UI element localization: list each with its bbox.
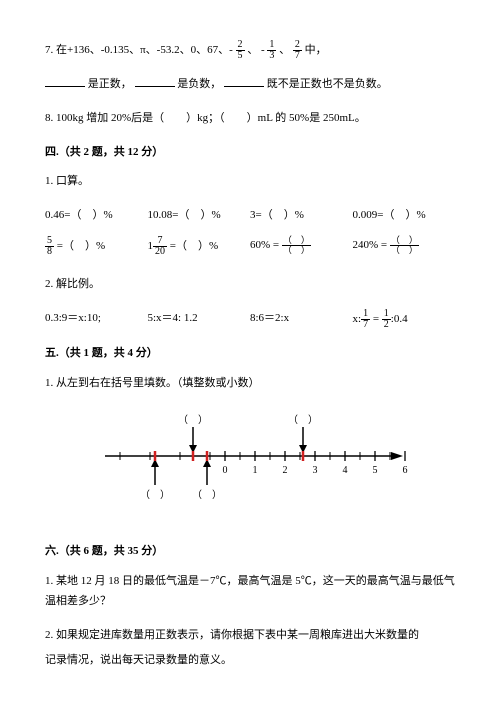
svg-text:3: 3 xyxy=(313,465,318,476)
fraction-5-8: 5 8 xyxy=(45,236,54,257)
paren-fraction[interactable]: （ ） （ ） xyxy=(390,236,419,255)
proportion-grid: 0.3:9＝x:10; 5:x＝4: 1.2 8:6＝2:x x: 1 7 = … xyxy=(45,309,455,330)
s6-q2b: 记录情况，说出每天记录数量的意义。 xyxy=(45,651,455,671)
q7-l2c: 既不是正数也不是负数。 xyxy=(267,78,388,90)
q7-line2: 是正数， 是负数， 既不是正数也不是负数。 xyxy=(45,75,455,95)
pre: 240% = xyxy=(353,239,388,251)
svg-text:0: 0 xyxy=(223,465,228,476)
section-5-head: 五.（共 1 题，共 4 分） xyxy=(45,344,455,364)
svg-text:4: 4 xyxy=(343,465,348,476)
p4-mid: = xyxy=(370,313,382,325)
calc-grid: 0.46=（ ）% 10.08=（ ）% 3=（ ）% 0.009=（ ）% 5… xyxy=(45,206,455,267)
pre: 60% = xyxy=(250,239,279,251)
fraction-2-7: 2 7 xyxy=(293,40,302,61)
calc-cell: 1 7 20 =（ ）% xyxy=(148,236,251,257)
fraction-1-3: 1 3 xyxy=(267,40,276,61)
svg-text:6: 6 xyxy=(403,465,408,476)
section-6-head: 六.（共 6 题，共 35 分） xyxy=(45,542,455,562)
paren-bottom[interactable]: （ ） xyxy=(140,489,170,501)
s4-q1: 1. 口算。 xyxy=(45,172,455,192)
q8: 8. 100kg 增加 20%后是（ ）kg；（ ）mL 的 50%是 250m… xyxy=(45,109,455,129)
svg-text:2: 2 xyxy=(283,465,288,476)
svg-text:5: 5 xyxy=(373,465,378,476)
svg-text:1: 1 xyxy=(253,465,258,476)
calc-cell: 5 8 =（ ）% xyxy=(45,236,148,257)
blank-neither[interactable] xyxy=(224,75,264,87)
s6-q2a: 2. 如果规定进库数量用正数表示，请你根据下表中某一周粮库进出大米数量的 xyxy=(45,626,455,646)
paren-bottom[interactable]: （ ） xyxy=(192,489,222,501)
paren-top[interactable]: （ ） xyxy=(288,414,318,426)
number-line: （ ） （ ） 0 1 2 3 4 5 6 （ ） （ ） xyxy=(45,411,455,514)
number-line-svg: （ ） （ ） 0 1 2 3 4 5 6 （ ） （ ） xyxy=(85,411,415,506)
fraction-1-7: 1 7 xyxy=(361,309,370,330)
blank-negative[interactable] xyxy=(135,75,175,87)
paren-top[interactable]: （ ） xyxy=(178,414,208,426)
s4-q2: 2. 解比例。 xyxy=(45,275,455,295)
calc-cell: 3=（ ）% xyxy=(250,206,353,226)
q7-line1: 7. 在+136、-0.135、π、-53.2、0、67、- 2 5 、 - 1… xyxy=(45,40,455,61)
prop-cell: 5:x＝4: 1.2 xyxy=(148,309,251,330)
q7-prefix: 7. 在+136、-0.135、π、-53.2、0、67、- xyxy=(45,44,233,56)
section-4-head: 四.（共 2 题，共 12 分） xyxy=(45,143,455,163)
calc-cell: 0.46=（ ）% xyxy=(45,206,148,226)
calc-cell: 60% = （ ） （ ） xyxy=(250,236,353,257)
calc-cell: 240% = （ ） （ ） xyxy=(353,236,456,257)
calc-cell: 10.08=（ ）% xyxy=(148,206,251,226)
calc-cell: 0.009=（ ）% xyxy=(353,206,456,226)
q7-sep2: 、 xyxy=(279,44,290,56)
txt: =（ ）% xyxy=(167,240,218,252)
q7-suffix: 中， xyxy=(305,44,327,56)
q7-l2b: 是负数， xyxy=(177,78,221,90)
fraction-1-2: 1 2 xyxy=(382,309,391,330)
s5-q1: 1. 从左到右在括号里填数。（填整数或小数） xyxy=(45,374,455,394)
p4-pre: x: xyxy=(353,313,362,325)
prop-cell: x: 1 7 = 1 2 :0.4 xyxy=(353,309,456,330)
paren-fraction[interactable]: （ ） （ ） xyxy=(282,236,311,255)
p4-post: :0.4 xyxy=(391,313,408,325)
prop-cell: 0.3:9＝x:10; xyxy=(45,309,148,330)
fraction-2-5: 2 5 xyxy=(236,40,245,61)
prop-cell: 8:6＝2:x xyxy=(250,309,353,330)
fraction-7-20: 7 20 xyxy=(153,236,167,257)
blank-positive[interactable] xyxy=(45,75,85,87)
q7-l2a: 是正数， xyxy=(88,78,132,90)
txt: =（ ）% xyxy=(54,240,105,252)
s6-q1: 1. 某地 12 月 18 日的最低气温是－7℃，最高气温是 5℃，这一天的最高… xyxy=(45,572,455,612)
q7-sep1: 、 - xyxy=(247,44,264,56)
